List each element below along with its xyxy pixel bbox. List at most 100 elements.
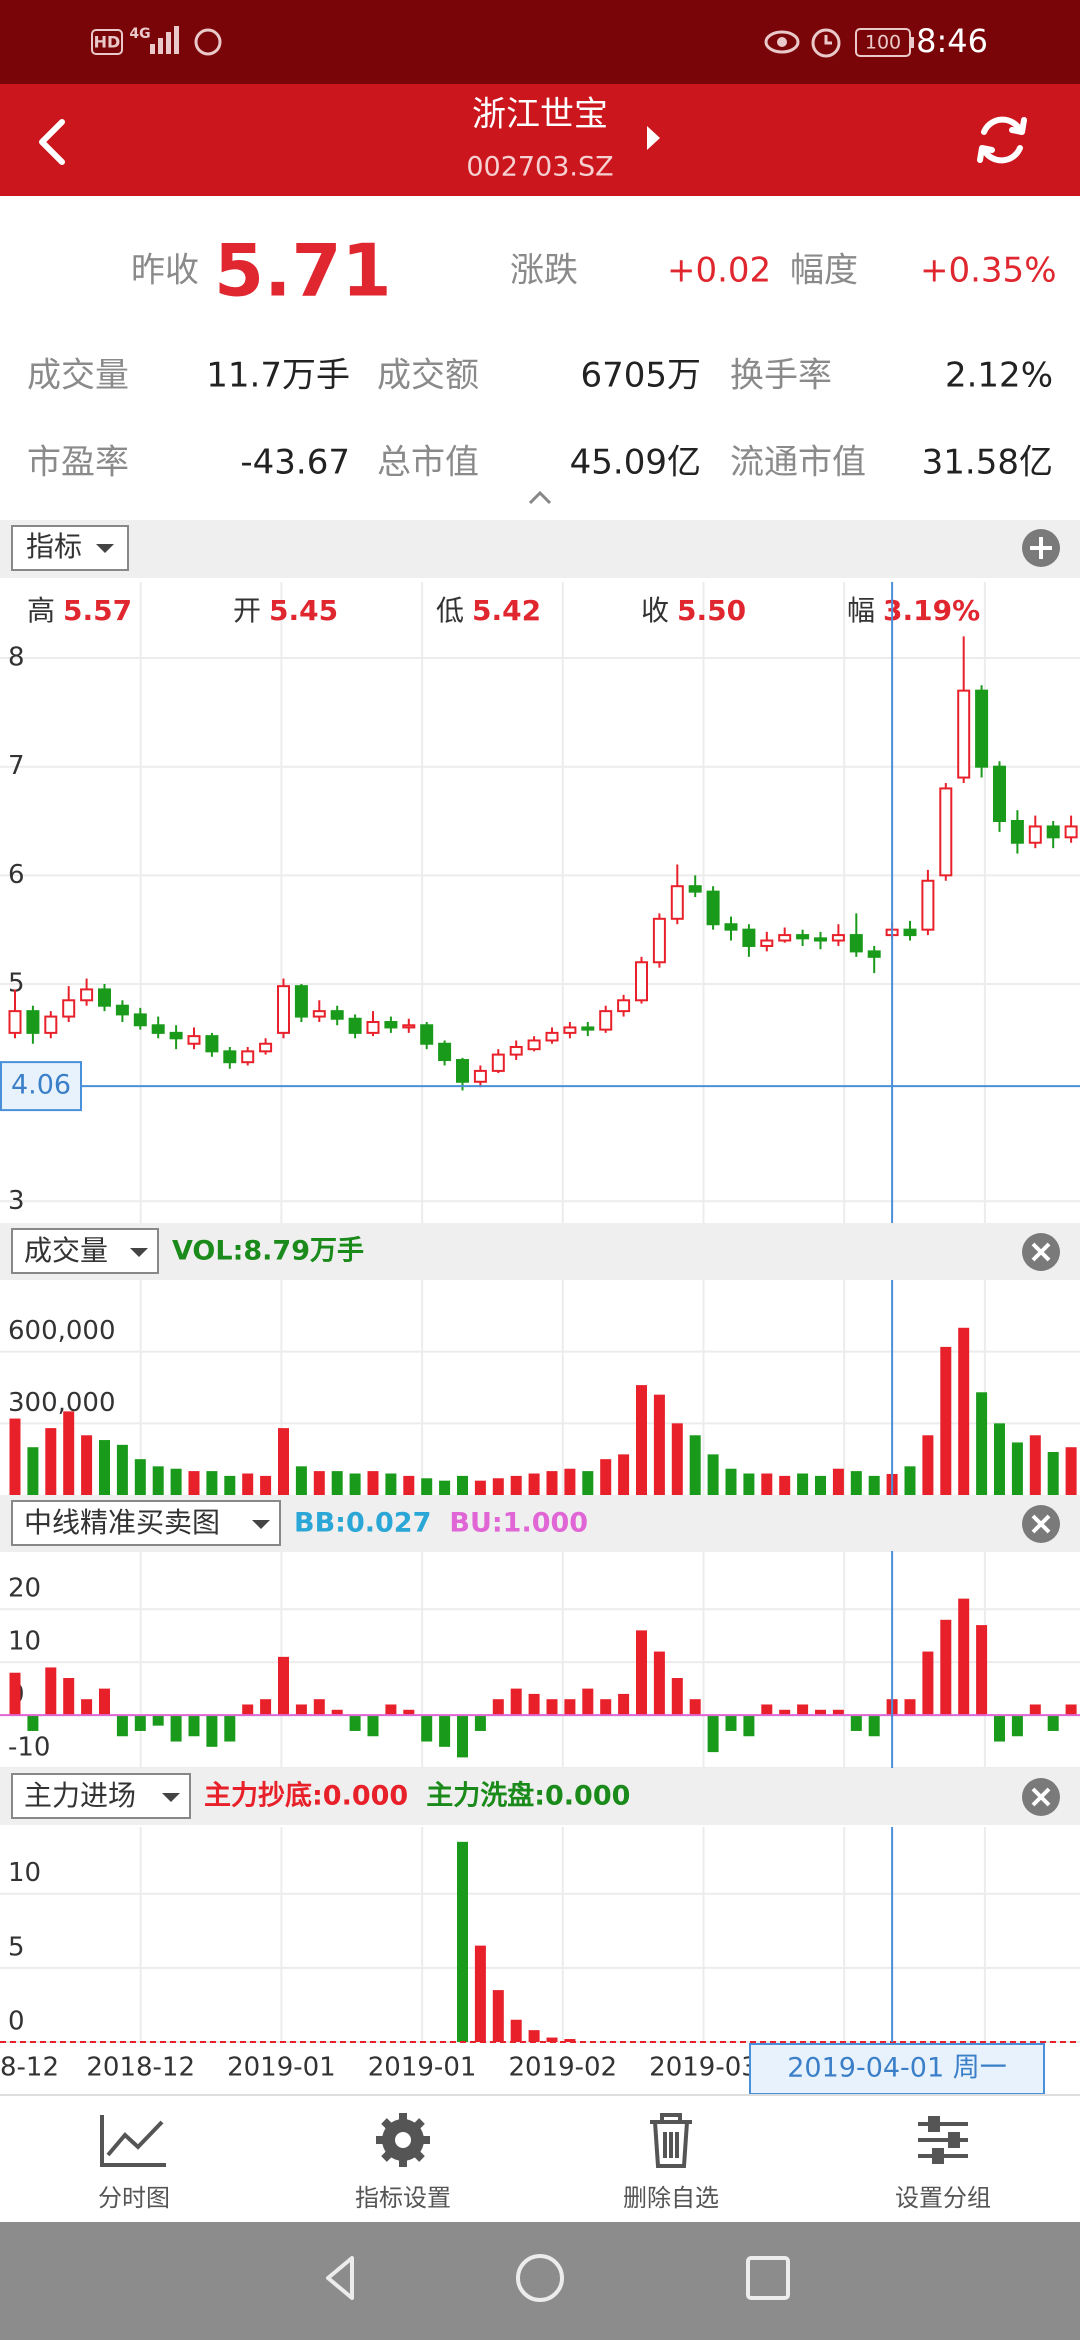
bar [99,1688,110,1716]
timeshare-icon[interactable] [100,2115,166,2167]
bar [116,1715,128,1737]
bar [797,1473,809,1495]
stat-value: 31.58亿 [922,443,1053,483]
bar [474,1480,486,1495]
candle-body [312,1010,326,1018]
candle-body [652,917,666,964]
bar [636,1385,647,1495]
bar [618,1454,630,1495]
bar [152,1466,164,1495]
system-back[interactable] [326,2256,354,2300]
candle-body [294,985,308,1018]
change-label: 涨跌 [510,251,578,291]
bar [439,1480,451,1495]
candle-body [402,1024,416,1029]
nav-label[interactable]: 指标设置 [355,2184,451,2212]
bar [707,1715,719,1753]
bar [1029,1704,1041,1716]
crosshair-date-box [749,2043,1045,2095]
panel-selector[interactable] [11,1773,191,1819]
info-label: 高 [27,594,55,627]
info-label: 幅 [847,594,875,627]
bar [528,1473,540,1495]
nav-label[interactable]: 删除自选 [623,2184,719,2212]
battery-tip [910,37,914,48]
status-bar [0,0,1080,84]
system-recents[interactable] [746,2256,790,2300]
pct-label: 幅度 [790,251,858,291]
candle-body [366,1021,380,1034]
candle-body [438,1042,452,1062]
group-icon[interactable] [918,2116,968,2164]
candle-body [993,765,1006,823]
bar [63,1411,75,1495]
bar [779,1709,791,1716]
candle-body [473,1069,487,1083]
panel-selector[interactable] [11,1500,281,1546]
bar [260,1475,272,1495]
x-label: 8-12 [0,2053,59,2083]
stock-name: 浙江世宝 [472,95,608,135]
candle-body [348,1017,362,1034]
nav-label[interactable]: 分时图 [98,2184,170,2212]
bar [510,1688,522,1716]
bar [385,1473,397,1495]
bottom-nav [0,2095,1080,2222]
bar [653,1651,665,1716]
candle-body [760,939,774,947]
candle-body [670,885,684,920]
panel-header [0,1223,1080,1280]
clock: 8:46 [916,22,988,60]
candle-body [44,1015,58,1034]
next-stock-button[interactable] [647,126,660,150]
panel-legend: VOL:8.79万手 [172,1236,364,1267]
chart-panel [0,1280,1080,1495]
bar [242,1473,254,1495]
y-tick-label: 3 [8,1186,25,1216]
close-icon [1031,1514,1051,1534]
stat-label: 成交量 [27,356,129,396]
bar [761,1473,773,1495]
bar [528,1693,540,1716]
bar [922,1435,934,1495]
bar [868,1475,880,1495]
close-icon [1031,1242,1051,1262]
bar [1065,1704,1077,1716]
bar [904,1699,916,1716]
bar [457,1715,468,1758]
candle-body [62,999,76,1018]
bar [976,1625,988,1716]
bar [492,1478,504,1495]
system-home[interactable] [516,2254,564,2302]
candle-body [151,1024,165,1034]
candle-body [1028,825,1042,844]
bar [27,1715,39,1731]
refresh-button[interactable] [977,116,1027,164]
bar [188,1715,200,1737]
bar [27,1447,39,1495]
stats: 成交量 11.7万手 成交额 6705万 换手率 2.12% 市盈率 -43.67 总市值 45.… [27,356,1053,483]
settings-icon[interactable] [376,2113,430,2167]
stat-value: 45.09亿 [570,443,701,483]
collapse-button[interactable] [528,490,552,505]
back-button[interactable] [39,119,65,165]
candle-body [98,988,111,1007]
bar [743,1715,755,1737]
bar [474,1715,486,1731]
indicator-bar [0,520,1080,578]
bar [331,1709,343,1716]
info-value: 5.57 [63,594,132,627]
pct: +0.35% [920,251,1057,291]
delete-icon[interactable] [650,2113,692,2168]
plus-icon [1030,537,1052,559]
bar [850,1715,862,1731]
candle-body [814,937,827,942]
app-icon [194,28,222,56]
bar [188,1471,200,1495]
nav-label[interactable]: 设置分组 [895,2184,991,2212]
bar [81,1699,93,1716]
stat-label: 总市值 [377,443,479,483]
bar [994,1423,1005,1495]
